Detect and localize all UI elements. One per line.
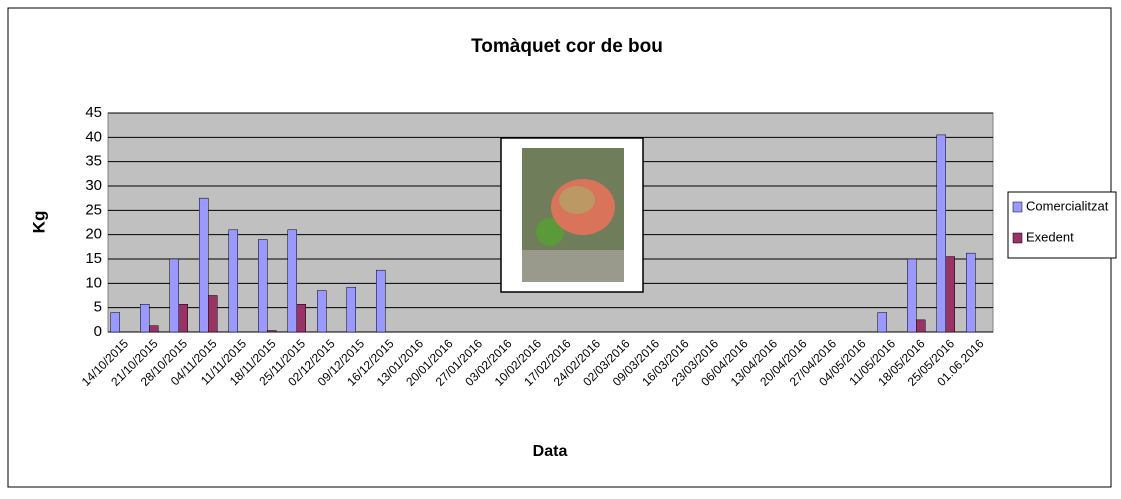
bar [258, 239, 268, 333]
chart-title: Tomàquet cor de bou [471, 36, 663, 57]
x-axis-label: Data [533, 443, 568, 460]
photo [500, 137, 644, 293]
bar [945, 256, 955, 333]
y-tick-label: 30 [85, 177, 102, 194]
bar [907, 258, 917, 333]
bar [936, 134, 946, 333]
bar [149, 325, 159, 333]
bar [228, 229, 238, 333]
bar [346, 286, 356, 333]
bar [199, 197, 209, 333]
legend: Comercialitzat Exedent [1012, 198, 1109, 244]
bar [140, 304, 150, 333]
legend-swatch [1012, 201, 1023, 213]
y-tick-label: 20 [85, 226, 102, 243]
y-tick-label: 40 [85, 128, 102, 145]
bar [966, 252, 976, 333]
bar [317, 290, 327, 333]
legend-label: Exedent [1026, 229, 1074, 244]
legend-box [1007, 191, 1117, 259]
bar [376, 269, 386, 333]
photo-highlight [559, 186, 595, 214]
bar [208, 295, 218, 333]
bar [296, 304, 306, 333]
y-tick-label: 45 [85, 104, 102, 121]
y-axis-label: Kg [29, 211, 48, 234]
bar [178, 304, 188, 333]
y-tick-label: 35 [85, 153, 102, 170]
photo-green-tomato [536, 218, 564, 246]
legend-label: Comercialitzat [1026, 198, 1109, 213]
photo-ground [522, 250, 624, 282]
legend-swatch [1012, 232, 1023, 244]
y-tick-label: 10 [85, 274, 102, 291]
bar [916, 319, 926, 333]
bar [877, 312, 887, 333]
y-tick-label: 5 [94, 299, 102, 316]
y-tick-label: 15 [85, 250, 102, 267]
bar [169, 258, 179, 333]
bar [110, 312, 120, 333]
bar [267, 330, 277, 333]
bar [287, 229, 297, 333]
y-tick-label: 25 [85, 201, 102, 218]
y-tick-label: 0 [94, 323, 102, 340]
